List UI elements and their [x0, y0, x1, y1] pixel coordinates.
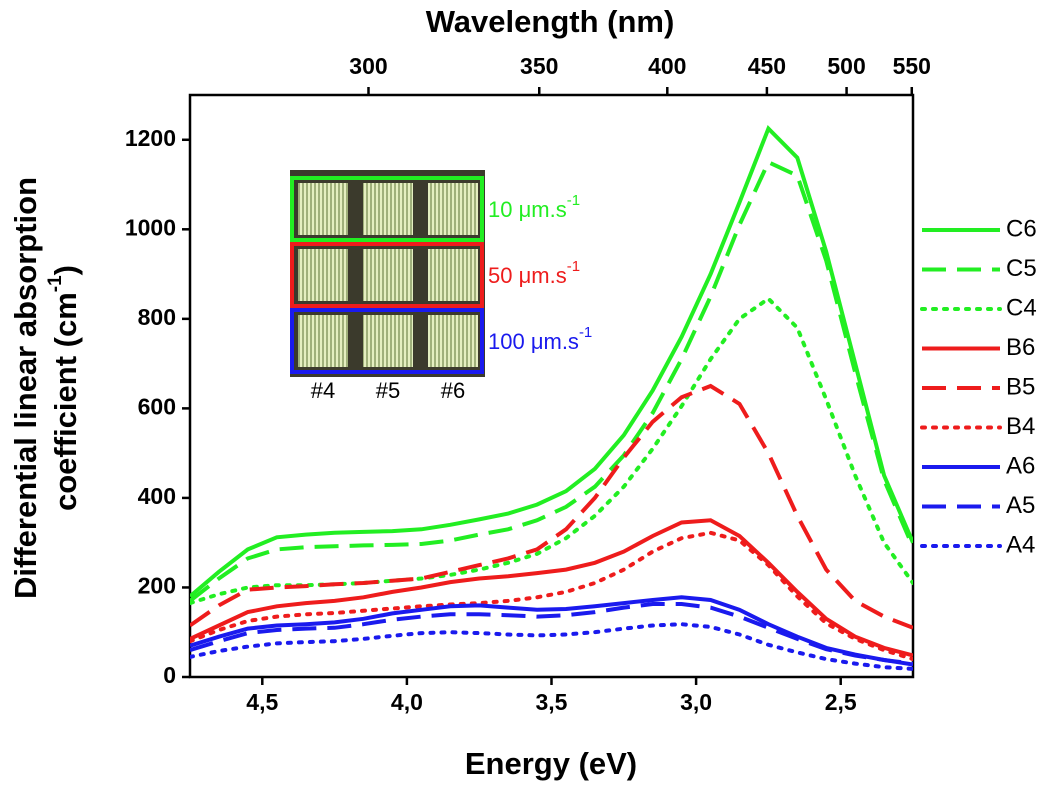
series-line	[190, 530, 913, 662]
y-tick-label: 0	[163, 662, 176, 688]
y-tick-label: 200	[138, 573, 176, 599]
y-axis-title-text: coefficient (cm	[48, 292, 83, 511]
series-line	[190, 602, 913, 666]
legend-label: A6	[1006, 452, 1035, 479]
series-line	[190, 383, 913, 630]
y-axis-title-line1: Differential linear absorption	[8, 177, 43, 599]
inset-row-text: 50 μm.s	[488, 263, 567, 288]
x-tick-label: 4,0	[391, 689, 423, 715]
inset-square	[298, 315, 348, 367]
y-axis-title-sup: -1	[45, 275, 66, 292]
inset-square	[363, 315, 413, 367]
x-tick-label: 3,5	[536, 689, 568, 715]
legend-label: B4	[1006, 413, 1035, 440]
x-tick-label: 3,0	[680, 689, 712, 715]
legend-label: B5	[1006, 373, 1035, 400]
x2-tick-label: 400	[648, 53, 686, 79]
y-tick-label: 1200	[125, 125, 176, 151]
inset-row-label: 10 μm.s-1	[488, 192, 580, 222]
inset-row-text: 100 μm.s	[488, 329, 579, 354]
inset-frame	[290, 308, 484, 374]
x-axis-title: Energy (eV)	[465, 746, 637, 781]
inset-square	[298, 183, 348, 235]
inset-row-text: 10 μm.s	[488, 197, 567, 222]
inset-square	[428, 315, 478, 367]
inset-frame	[290, 176, 484, 242]
legend-label: A5	[1006, 492, 1035, 519]
x2-axis-title: Wavelength (nm)	[426, 4, 675, 39]
y-axis-title-end: )	[48, 265, 83, 275]
x2-tick-label: 550	[893, 53, 931, 79]
series-line	[190, 518, 913, 658]
y-axis-title: Differential linear absorption coefficie…	[8, 177, 83, 599]
inset-column-label: #6	[441, 378, 465, 403]
y-tick-label: 800	[138, 304, 176, 330]
legend-label: A4	[1006, 531, 1035, 558]
series-line	[190, 622, 913, 671]
x2-tick-label: 500	[827, 53, 865, 79]
legend-label: C4	[1006, 294, 1037, 321]
inset-square	[363, 249, 413, 301]
x2-tick-label: 350	[520, 53, 558, 79]
inset-column-label: #4	[311, 378, 335, 403]
inset-square	[428, 249, 478, 301]
legend-label: C6	[1006, 215, 1037, 242]
x2-tick-label: 300	[349, 53, 387, 79]
x-tick-label: 2,5	[825, 689, 857, 715]
inset-row-sup: -1	[567, 258, 580, 275]
inset-square	[363, 183, 413, 235]
inset-square	[298, 249, 348, 301]
inset-row-sup: -1	[567, 192, 580, 209]
legend-label: B6	[1006, 334, 1035, 361]
inset-square	[428, 183, 478, 235]
y-tick-label: 600	[138, 393, 176, 419]
inset-row-label: 100 μm.s-1	[488, 324, 592, 354]
series-line	[190, 125, 913, 598]
y-tick-label: 1000	[125, 214, 176, 240]
x2-tick-label: 450	[748, 53, 786, 79]
inset-frame	[290, 242, 484, 308]
x-tick-label: 4,5	[246, 689, 278, 715]
y-tick-label: 400	[138, 483, 176, 509]
series-line	[190, 595, 913, 667]
inset-row-sup: -1	[579, 324, 592, 341]
series-line	[190, 296, 913, 606]
y-axis-title-line2: coefficient (cm-1)	[45, 265, 83, 511]
inset-row-label: 50 μm.s-1	[488, 258, 580, 288]
legend-label: C5	[1006, 255, 1037, 282]
inset-column-label: #5	[376, 378, 400, 403]
